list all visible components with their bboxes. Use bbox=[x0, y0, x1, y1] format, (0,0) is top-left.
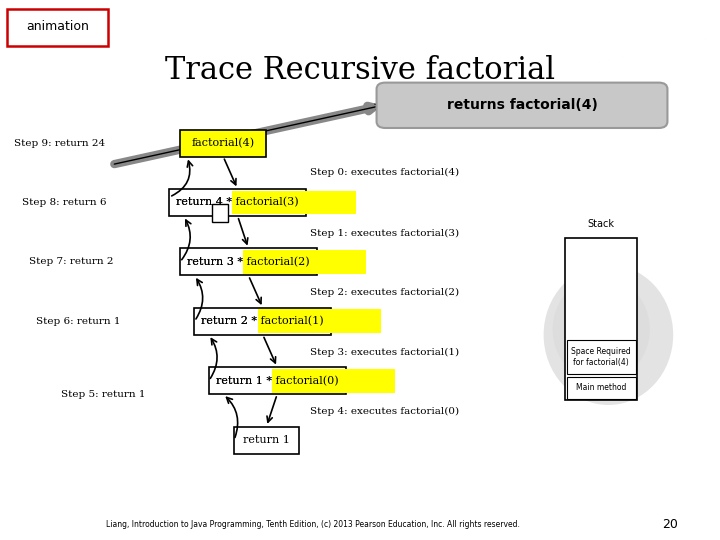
Ellipse shape bbox=[544, 265, 673, 405]
Text: Step 7: return 2: Step 7: return 2 bbox=[29, 258, 113, 266]
Text: animation: animation bbox=[26, 21, 89, 33]
Text: Step 8: return 6: Step 8: return 6 bbox=[22, 198, 106, 207]
Text: Step 9: return 24: Step 9: return 24 bbox=[14, 139, 106, 147]
Bar bbox=[180, 248, 317, 275]
Text: return 4 * factorial(3): return 4 * factorial(3) bbox=[176, 197, 299, 208]
Text: returns factorial(4): returns factorial(4) bbox=[446, 98, 598, 112]
Text: Step 2: executes factorial(2): Step 2: executes factorial(2) bbox=[310, 288, 459, 297]
Text: return 1 * factorial(0): return 1 * factorial(0) bbox=[216, 375, 338, 386]
Text: Step 1: executes factorial(3): Step 1: executes factorial(3) bbox=[310, 229, 459, 238]
Text: Main method: Main method bbox=[576, 383, 626, 392]
Text: return 2 * factorial(1): return 2 * factorial(1) bbox=[202, 316, 324, 327]
Text: return 3 * factorial(2): return 3 * factorial(2) bbox=[187, 256, 310, 267]
Bar bbox=[565, 238, 637, 400]
Bar bbox=[243, 250, 366, 274]
Bar bbox=[209, 367, 346, 394]
Text: Stack: Stack bbox=[588, 219, 615, 229]
Bar bbox=[258, 309, 381, 333]
Bar bbox=[233, 191, 356, 214]
Text: Step 4: executes factorial(0): Step 4: executes factorial(0) bbox=[310, 407, 459, 416]
Text: Space Required
for factorial(4): Space Required for factorial(4) bbox=[572, 347, 631, 367]
Bar bbox=[567, 340, 636, 374]
Text: Step 3: executes factorial(1): Step 3: executes factorial(1) bbox=[310, 348, 459, 356]
Bar bbox=[194, 308, 331, 335]
Text: return 1: return 1 bbox=[243, 435, 290, 445]
Bar bbox=[212, 204, 228, 222]
Text: Step 5: return 1: Step 5: return 1 bbox=[61, 390, 145, 399]
Bar bbox=[567, 377, 636, 399]
Text: return 1 * factorial(0): return 1 * factorial(0) bbox=[216, 375, 338, 386]
Text: Trace Recursive factorial: Trace Recursive factorial bbox=[165, 55, 555, 86]
Text: Step 6: return 1: Step 6: return 1 bbox=[36, 317, 120, 326]
Text: 20: 20 bbox=[662, 518, 678, 531]
Text: return 2 * factorial(1): return 2 * factorial(1) bbox=[202, 316, 324, 327]
Text: return 4 * factorial(3): return 4 * factorial(3) bbox=[176, 197, 299, 208]
FancyBboxPatch shape bbox=[377, 83, 667, 128]
Text: Liang, Introduction to Java Programming, Tenth Edition, (c) 2013 Pearson Educati: Liang, Introduction to Java Programming,… bbox=[107, 521, 520, 529]
Ellipse shape bbox=[552, 276, 649, 382]
Bar bbox=[272, 369, 395, 393]
Text: factorial(4): factorial(4) bbox=[192, 138, 255, 148]
Bar bbox=[169, 189, 306, 216]
Text: return 3 * factorial(2): return 3 * factorial(2) bbox=[187, 256, 310, 267]
Bar bbox=[234, 427, 299, 454]
FancyBboxPatch shape bbox=[7, 9, 108, 46]
Text: Step 0: executes factorial(4): Step 0: executes factorial(4) bbox=[310, 168, 459, 177]
Bar bbox=[180, 130, 266, 157]
